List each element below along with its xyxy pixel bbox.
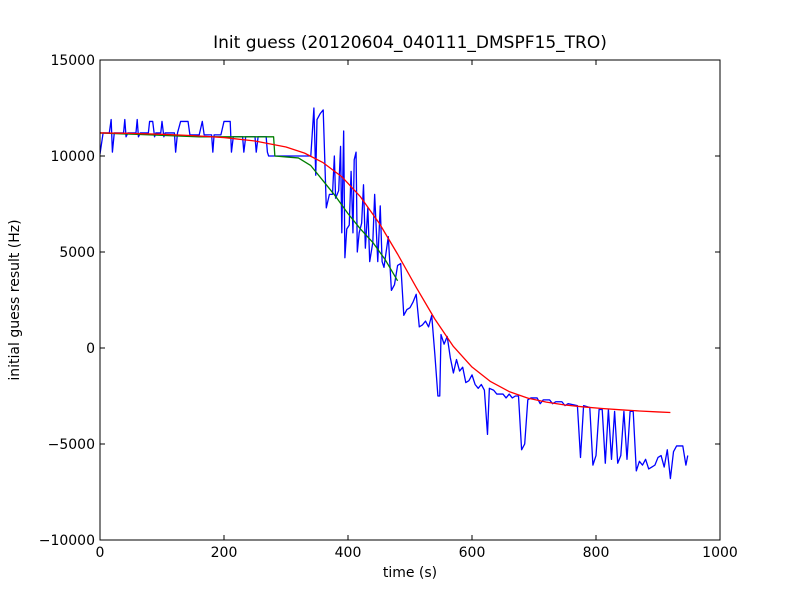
y-tick-label: 15000: [50, 53, 95, 69]
y-tick-label: −10000: [39, 533, 95, 549]
x-tick-label: 0: [96, 545, 105, 561]
series-layer: [100, 107, 689, 480]
y-tick-label: 0: [86, 341, 95, 357]
series-line-2: [100, 132, 399, 282]
series-line-1: [100, 107, 689, 480]
axes-layer: 0 200 400 600 800 1000 −10000 −5000 0 5000 10000 15…: [39, 53, 738, 561]
y-tick-label: −5000: [48, 437, 95, 453]
chart-title: Init guess (20120604_040111_DMSPF15_TRO): [213, 33, 607, 53]
y-tick-label: 10000: [50, 149, 95, 165]
x-tick-label: 800: [583, 545, 610, 561]
plot-frame: [99, 59, 721, 541]
x-tick-label: 1000: [702, 545, 738, 561]
y-tick-label: 5000: [59, 245, 95, 261]
y-axis-label: initial guess result (Hz): [7, 219, 23, 380]
x-axis-label: time (s): [383, 565, 437, 581]
x-tick-label: 600: [459, 545, 486, 561]
x-tick-label: 400: [335, 545, 362, 561]
series-line-3: [100, 132, 671, 414]
x-tick-label: 200: [211, 545, 238, 561]
